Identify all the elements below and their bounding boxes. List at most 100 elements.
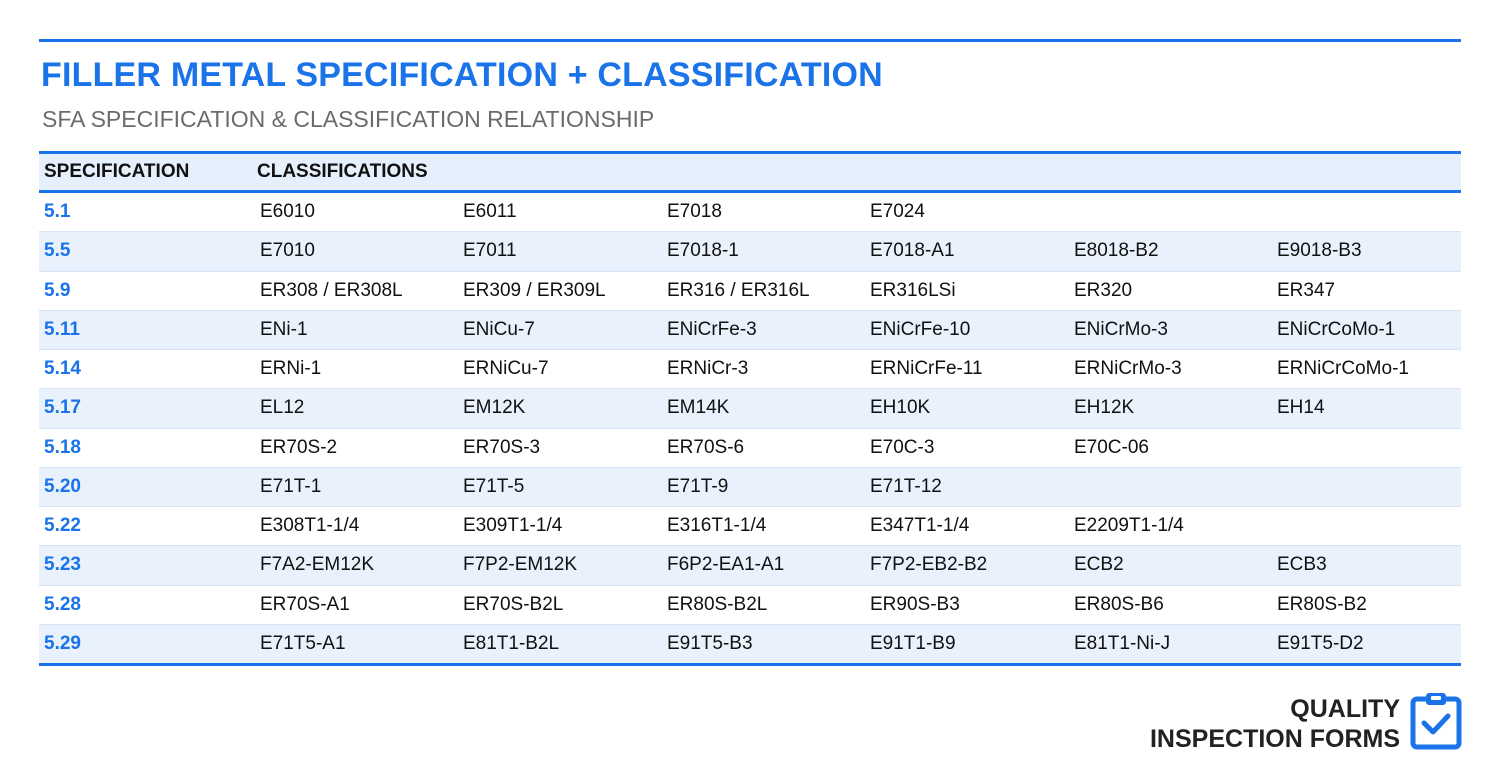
specification-cell: 5.5 — [44, 240, 71, 262]
classification-cell: ER90S-B3 — [870, 593, 960, 615]
classification-cell: ENiCrFe-10 — [870, 318, 971, 340]
classification-cell: E7011 — [463, 240, 517, 262]
classification-cell: ECB3 — [1277, 554, 1327, 576]
classification-cell: E7024 — [870, 201, 925, 222]
classification-cell: EH14 — [1277, 397, 1325, 419]
classification-cell: E7018-1 — [667, 240, 739, 262]
classification-cell: ENiCrFe-3 — [667, 318, 757, 340]
classification-cell: E6011 — [463, 201, 517, 222]
classification-cell: E9018-B3 — [1277, 240, 1362, 262]
table-row: 5.23 F7A2-EM12K F7P2-EM12K F6P2-EA1-A1 F7P2-… — [39, 546, 1461, 586]
classification-cell: E70C-3 — [870, 436, 935, 458]
specification-cell: 5.11 — [44, 318, 80, 340]
classification-cell: E308T1-1/4 — [260, 515, 360, 536]
classification-cell: ERNi-1 — [260, 358, 322, 379]
page-subtitle: SFA SPECIFICATION & CLASSIFICATION RELAT… — [42, 106, 655, 132]
classification-cell: ER309 / ER309L — [463, 279, 606, 301]
classification-cell: E71T5-A1 — [260, 632, 346, 654]
specification-cell: 5.28 — [44, 593, 81, 615]
top-divider — [39, 39, 1461, 42]
column-header-classifications: CLASSIFICATIONS — [257, 161, 428, 182]
table-row: 5.5 E7010 E7011 E7018-1 E7018-A1 E8018-B2 E901… — [39, 232, 1461, 272]
classification-cell: E7010 — [260, 240, 315, 262]
classification-cell: ERNiCrCoMo-1 — [1277, 358, 1409, 379]
classification-cell: ERNiCu-7 — [463, 358, 549, 379]
classification-cell: E2209T1-1/4 — [1074, 515, 1184, 536]
classification-cell: ER70S-A1 — [260, 593, 350, 615]
classification-cell: E91T5-B3 — [667, 632, 753, 654]
clipboard-check-icon — [1410, 693, 1462, 750]
classification-cell: ENi-1 — [260, 318, 308, 340]
classification-cell: ECB2 — [1074, 554, 1124, 576]
classification-cell: ERNiCrFe-11 — [870, 358, 983, 379]
classification-table: SPECIFICATION CLASSIFICATIONS 5.1 E6010 E6… — [39, 151, 1461, 666]
classification-cell: ER316 / ER316L — [667, 279, 810, 301]
classification-cell: ER80S-B2L — [667, 593, 768, 615]
table-row: 5.9 ER308 / ER308L ER309 / ER309L ER316 / E… — [39, 272, 1461, 311]
classification-cell: ERNiCr-3 — [667, 358, 749, 379]
classification-cell: ER308 / ER308L — [260, 279, 403, 301]
classification-cell: E309T1-1/4 — [463, 515, 563, 536]
classification-cell: E71T-1 — [260, 475, 322, 497]
classification-cell: F7P2-EB2-B2 — [870, 554, 988, 576]
classification-cell: E7018 — [667, 201, 722, 222]
table-row: 5.1 E6010 E6011 E7018 E7024 — [39, 193, 1461, 233]
classification-cell: EM12K — [463, 397, 526, 419]
specification-cell: 5.9 — [44, 279, 71, 301]
classification-cell: ER80S-B2 — [1277, 593, 1367, 615]
specification-cell: 5.1 — [44, 201, 71, 222]
classification-cell: E81T1-Ni-J — [1074, 632, 1171, 654]
classification-cell: ER320 — [1074, 279, 1133, 301]
classification-cell: E71T-5 — [463, 475, 525, 497]
classification-cell: ENiCrCoMo-1 — [1277, 318, 1396, 340]
classification-cell: E91T5-D2 — [1277, 632, 1364, 654]
classification-cell: ERNiCrMo-3 — [1074, 358, 1182, 379]
classification-cell: E81T1-B2L — [463, 632, 560, 654]
classification-cell: F7A2-EM12K — [260, 554, 375, 576]
table-row: 5.11 ENi-1 ENiCu-7 ENiCrFe-3 ENiCrFe-10 ENiCr… — [39, 310, 1461, 350]
classification-cell: E7018-A1 — [870, 240, 955, 262]
brand-line-2: INSPECTION FORMS — [1149, 725, 1400, 753]
classification-cell: E71T-12 — [870, 475, 942, 497]
specification-cell: 5.29 — [44, 632, 81, 654]
classification-cell: F6P2-EA1-A1 — [667, 554, 785, 576]
table-header: SPECIFICATION CLASSIFICATIONS — [39, 151, 1461, 193]
classification-cell: EH10K — [870, 397, 931, 419]
classification-cell: ER316LSi — [870, 279, 956, 301]
classification-cell: ER70S-3 — [463, 436, 541, 458]
classification-cell: EM14K — [667, 397, 730, 419]
specification-cell: 5.14 — [44, 358, 81, 379]
table-row: 5.18 ER70S-2 ER70S-3 ER70S-6 E70C-3 E70C-06 — [39, 429, 1461, 468]
classification-cell: ER70S-6 — [667, 436, 745, 458]
classification-cell: E347T1-1/4 — [870, 515, 970, 536]
classification-cell: ER80S-B6 — [1074, 593, 1164, 615]
classification-cell: EL12 — [260, 397, 305, 419]
brand-logo-text: QUALITY INSPECTION FORMS — [1150, 694, 1400, 754]
classification-cell: ER70S-2 — [260, 436, 338, 458]
classification-cell: F7P2-EM12K — [463, 554, 578, 576]
classification-cell: ER347 — [1277, 279, 1336, 301]
table-row: 5.28 ER70S-A1 ER70S-B2L ER80S-B2L ER90S-B3 ER… — [39, 586, 1461, 625]
specification-cell: 5.20 — [44, 475, 81, 497]
table-row: 5.22 E308T1-1/4 E309T1-1/4 E316T1-1/4 E347T1… — [39, 507, 1461, 547]
classification-cell: EH12K — [1074, 397, 1135, 419]
table-row: 5.29 E71T5-A1 E81T1-B2L E91T5-B3 E91T1-B9 E81… — [39, 624, 1461, 666]
classification-cell: E6010 — [260, 201, 315, 222]
table-row: 5.14 ERNi-1 ERNiCu-7 ERNiCr-3 ERNiCrFe-11 ERN… — [39, 350, 1461, 390]
table-body: 5.1 E6010 E6011 E7018 E7024 5.5 E7010 E7011 E701… — [39, 193, 1461, 666]
classification-cell: E316T1-1/4 — [667, 515, 767, 536]
specification-cell: 5.22 — [44, 515, 81, 536]
classification-cell: E8018-B2 — [1074, 240, 1159, 262]
classification-cell: E71T-9 — [667, 475, 729, 497]
specification-cell: 5.18 — [44, 436, 81, 458]
classification-cell: E91T1-B9 — [870, 632, 956, 654]
classification-cell: ENiCrMo-3 — [1074, 318, 1168, 340]
classification-cell: ENiCu-7 — [463, 318, 535, 340]
page-title: FILLER METAL SPECIFICATION + CLASSIFICAT… — [41, 56, 883, 94]
specification-cell: 5.23 — [44, 554, 81, 576]
brand-line-1: QUALITY — [1290, 695, 1400, 723]
classification-cell: E70C-06 — [1074, 436, 1149, 458]
specification-cell: 5.17 — [44, 397, 81, 419]
classification-cell: ER70S-B2L — [463, 593, 564, 615]
table-row: 5.20 E71T-1 E71T-5 E71T-9 E71T-12 — [39, 467, 1461, 507]
